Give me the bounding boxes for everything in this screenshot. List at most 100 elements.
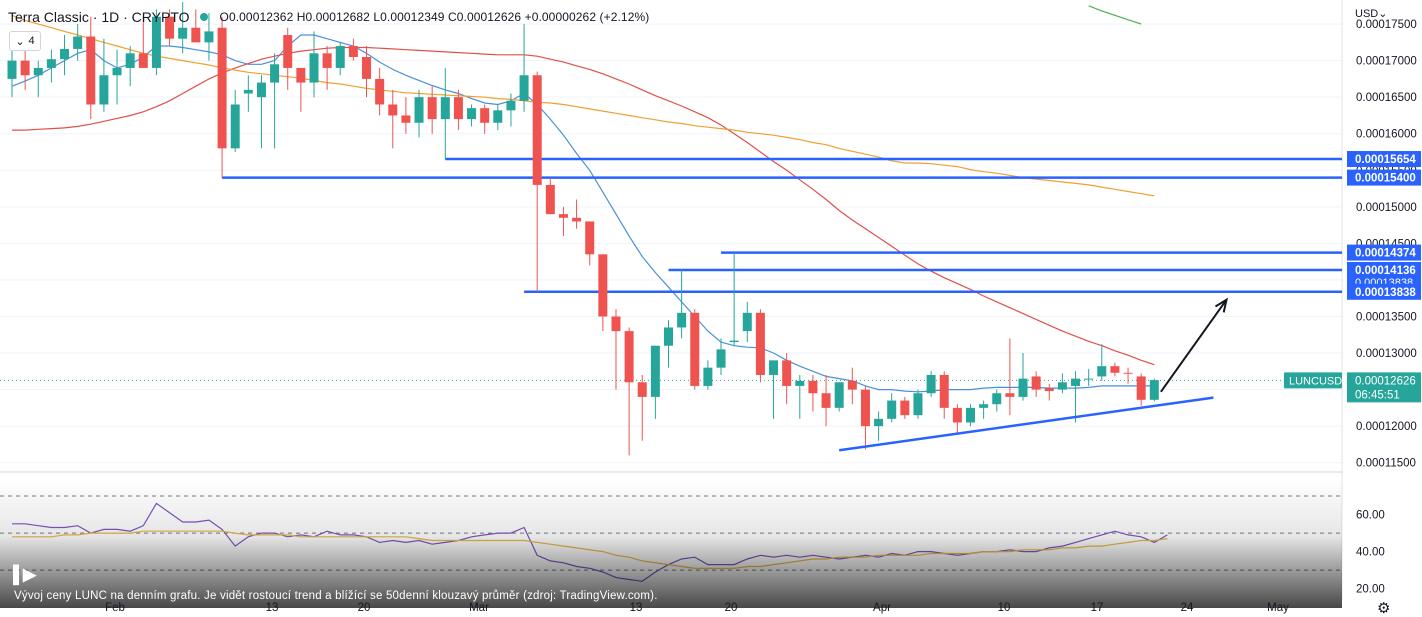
level-label: 0.00013838 bbox=[1355, 287, 1416, 299]
candle-body bbox=[769, 360, 779, 375]
time-tick-label: 13 bbox=[266, 602, 279, 614]
candle-body bbox=[467, 108, 477, 120]
arrow-icon bbox=[1160, 299, 1228, 393]
candle-body bbox=[362, 56, 372, 79]
candles bbox=[7, 2, 1159, 456]
gear-icon[interactable]: ⚙ bbox=[1377, 600, 1391, 617]
market-status-icon bbox=[199, 13, 208, 21]
candle-body bbox=[243, 89, 253, 94]
candle-body bbox=[703, 367, 713, 386]
candle-body bbox=[401, 115, 411, 123]
moving-average-line bbox=[1088, 5, 1142, 25]
price-tick-label: 0.00017500 bbox=[1356, 19, 1417, 31]
price-tick-label: 0.00016000 bbox=[1356, 129, 1417, 141]
time-tick-label: 10 bbox=[998, 602, 1011, 614]
price-tick-label: 0.00015000 bbox=[1356, 202, 1417, 214]
price-axis[interactable]: 0.000115000.000120000.000125000.00013000… bbox=[1284, 0, 1422, 617]
candle-body bbox=[60, 48, 70, 60]
time-tick-label: Feb bbox=[105, 602, 125, 614]
time-tick-label: May bbox=[1267, 602, 1289, 614]
symbol-badge-bg bbox=[1284, 372, 1342, 389]
time-axis[interactable]: Feb 13 20 Mar 13 20 Apr 10 17 24 May bbox=[105, 602, 1289, 614]
candle-body bbox=[440, 97, 450, 120]
candle-body bbox=[427, 97, 437, 120]
level-label-bg bbox=[1347, 283, 1421, 300]
candle-body bbox=[165, 16, 175, 39]
price-axis-background bbox=[1343, 0, 1422, 617]
level-label: 0.00015400 bbox=[1355, 173, 1416, 185]
price-tick-label: 0.00012000 bbox=[1356, 421, 1417, 433]
tradingview-logo-icon: ▌▶ bbox=[13, 565, 36, 584]
candle-body bbox=[519, 75, 529, 101]
time-tick-label: 20 bbox=[725, 602, 738, 614]
candle-body bbox=[847, 380, 857, 390]
price-tick-label: 0.00011500 bbox=[1356, 458, 1416, 470]
candle-body bbox=[664, 327, 673, 346]
drawings[interactable] bbox=[839, 297, 1229, 452]
candle-body bbox=[493, 110, 503, 123]
candle-body bbox=[677, 312, 687, 328]
level-label-bg bbox=[1347, 244, 1421, 261]
time-tick-label: 13 bbox=[630, 602, 643, 614]
candle-body bbox=[296, 67, 306, 83]
candle-body bbox=[335, 46, 345, 68]
time-tick-label: 20 bbox=[358, 602, 371, 614]
candle-body bbox=[716, 349, 726, 368]
candle-body bbox=[637, 382, 647, 397]
candle-body bbox=[1057, 382, 1067, 390]
rsi-tick-label: 20.00 bbox=[1356, 584, 1385, 596]
currency-selector[interactable]: USD⌄ bbox=[1355, 7, 1387, 20]
candle-body bbox=[900, 400, 910, 416]
candle-body bbox=[1110, 366, 1120, 373]
indicators-toggle-button[interactable]: ⌄ 4 bbox=[9, 31, 41, 51]
chevron-down-icon: ⌄ bbox=[1378, 8, 1388, 20]
candle-body bbox=[1071, 378, 1081, 386]
candle-body bbox=[20, 60, 30, 76]
candle-body bbox=[1005, 393, 1015, 397]
caption-overlay bbox=[0, 478, 1342, 608]
candle-body bbox=[112, 67, 122, 76]
current-price-label: 0.00012626 bbox=[1355, 375, 1416, 387]
candle-body bbox=[270, 64, 280, 83]
candle-body bbox=[46, 59, 56, 68]
candle-body bbox=[178, 27, 188, 39]
candle-body bbox=[979, 404, 989, 408]
time-tick-label: 24 bbox=[1181, 602, 1194, 614]
candle-body bbox=[598, 254, 608, 317]
moving-averages bbox=[0, 5, 1342, 393]
candle-body bbox=[939, 374, 949, 408]
candle-body bbox=[1097, 366, 1107, 377]
candle-body bbox=[414, 97, 424, 123]
candle-body bbox=[388, 104, 398, 116]
moving-average-line bbox=[12, 46, 1155, 366]
candle-body bbox=[782, 360, 792, 386]
candle-body bbox=[256, 82, 266, 98]
horizontal-levels[interactable] bbox=[222, 157, 1342, 294]
moving-average-line bbox=[11, 14, 1155, 197]
candle-body bbox=[887, 400, 897, 419]
level-label: 0.00014374 bbox=[1355, 248, 1416, 260]
caption-backdrop bbox=[0, 478, 1342, 608]
symbol-badge: LUNCUSD bbox=[1289, 375, 1342, 387]
candle-body bbox=[913, 393, 923, 416]
candle-body bbox=[795, 380, 805, 386]
candle-body bbox=[965, 407, 975, 423]
currency-label: USD bbox=[1355, 8, 1379, 20]
level-label: 0.00014136 bbox=[1355, 265, 1416, 277]
candle-body bbox=[926, 374, 936, 394]
candle-body bbox=[1044, 388, 1054, 392]
candle-body bbox=[230, 104, 240, 149]
level-label-bg bbox=[1347, 169, 1421, 186]
candle-body bbox=[860, 389, 870, 427]
level-label: 0.00015654 bbox=[1355, 154, 1416, 166]
candle-body bbox=[742, 312, 752, 332]
trendline bbox=[839, 396, 1214, 452]
candle-body bbox=[7, 60, 17, 79]
candle-body bbox=[453, 97, 463, 120]
indicator-count: 4 bbox=[28, 35, 35, 47]
symbol-title[interactable]: Terra Classic · 1D · CRYPTO bbox=[8, 9, 190, 25]
candle-body bbox=[585, 221, 595, 255]
candle-body bbox=[322, 53, 332, 68]
candle-body bbox=[138, 53, 148, 68]
